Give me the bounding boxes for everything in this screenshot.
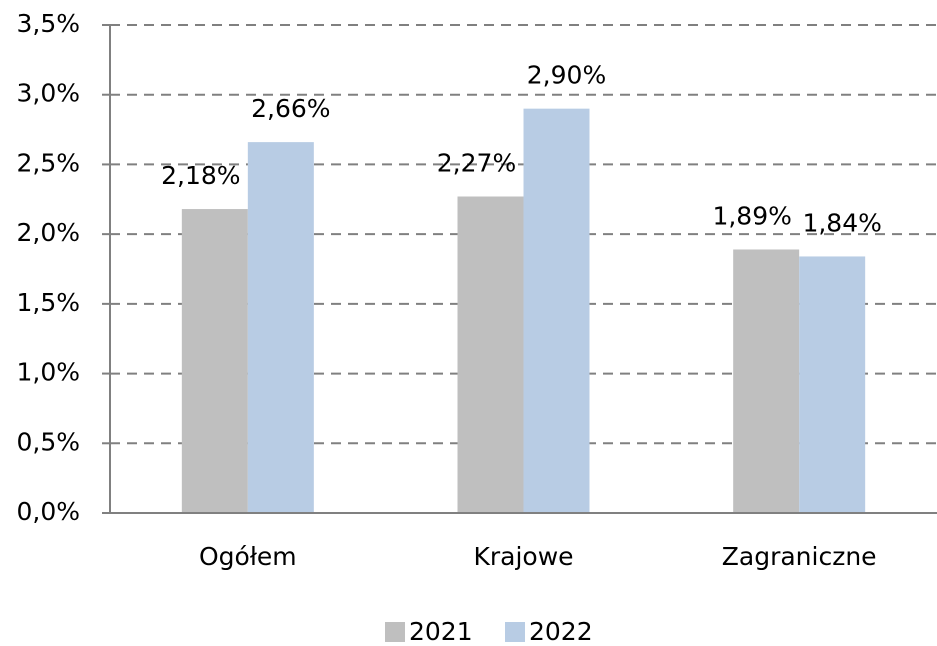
value-label: 2,27%: [437, 148, 516, 177]
x-tick-label: Ogółem: [199, 542, 297, 571]
y-tick-label: 0,0%: [16, 497, 80, 526]
bar: [457, 196, 524, 514]
bar: [523, 108, 590, 514]
y-tick-label: 2,0%: [16, 218, 80, 247]
value-label: 1,84%: [802, 208, 881, 237]
y-tick-label: 1,0%: [16, 358, 80, 387]
legend-swatch: [505, 622, 525, 642]
bar: [733, 249, 800, 514]
legend-label: 2021: [409, 617, 473, 646]
x-tick-label: Krajowe: [473, 542, 573, 571]
y-tick-label: 3,0%: [16, 79, 80, 108]
x-tick-label: Zagraniczne: [722, 542, 877, 571]
bar: [799, 256, 866, 513]
y-tick-label: 1,5%: [16, 288, 80, 317]
value-label: 2,66%: [251, 94, 330, 123]
y-tick-label: 0,5%: [16, 427, 80, 456]
y-tick-label: 3,5%: [16, 9, 80, 38]
legend-swatch: [385, 622, 405, 642]
value-label: 2,90%: [527, 61, 606, 90]
value-label: 1,89%: [712, 201, 791, 230]
y-tick-label: 2,5%: [16, 148, 80, 177]
bar: [181, 209, 248, 513]
legend-label: 2022: [529, 617, 593, 646]
bar: [247, 142, 314, 513]
value-label: 2,18%: [161, 161, 240, 190]
